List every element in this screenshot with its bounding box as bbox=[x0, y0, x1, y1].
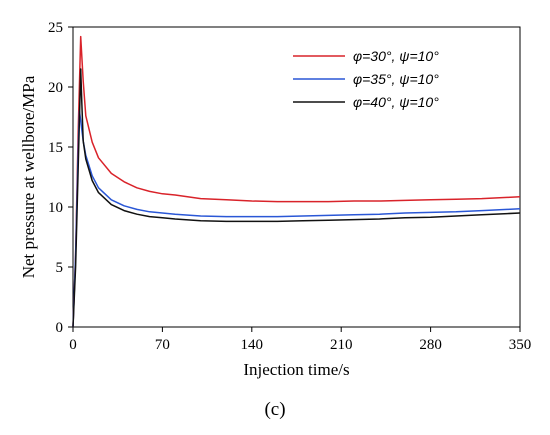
legend-label-series-2: φ=35°, ψ=10° bbox=[353, 71, 439, 87]
series-line-3 bbox=[72, 68, 521, 328]
y-tick-label: 25 bbox=[48, 20, 63, 36]
series-line-2 bbox=[72, 110, 521, 328]
y-tick-label: 5 bbox=[56, 260, 64, 276]
y-tick-label: 15 bbox=[48, 140, 63, 156]
x-tick-label: 280 bbox=[419, 337, 442, 353]
y-axis-title: Net pressure at wellbore/MPa bbox=[19, 75, 38, 278]
series-lines bbox=[72, 35, 521, 328]
x-tick-label: 140 bbox=[241, 337, 264, 353]
x-tick-label: 0 bbox=[69, 337, 77, 353]
y-tick-label: 0 bbox=[56, 320, 64, 336]
legend: φ=30°, ψ=10° φ=35°, ψ=10° φ=40°, ψ=10° bbox=[293, 48, 439, 110]
figure-caption: (c) bbox=[264, 399, 285, 420]
x-tick-label: 350 bbox=[509, 337, 532, 353]
y-tick-label: 10 bbox=[48, 200, 63, 216]
x-axis-title: Injection time/s bbox=[243, 360, 349, 379]
axis-ticks: 0 70 140 210 280 350 0 5 10 15 20 25 bbox=[48, 20, 531, 353]
plot-area bbox=[72, 26, 521, 328]
series-line-1 bbox=[72, 35, 521, 328]
legend-label-series-1: φ=30°, ψ=10° bbox=[353, 48, 439, 64]
legend-label-series-3: φ=40°, ψ=10° bbox=[353, 94, 439, 110]
y-tick-label: 20 bbox=[48, 80, 63, 96]
x-tick-label: 70 bbox=[155, 337, 170, 353]
x-tick-label: 210 bbox=[330, 337, 353, 353]
